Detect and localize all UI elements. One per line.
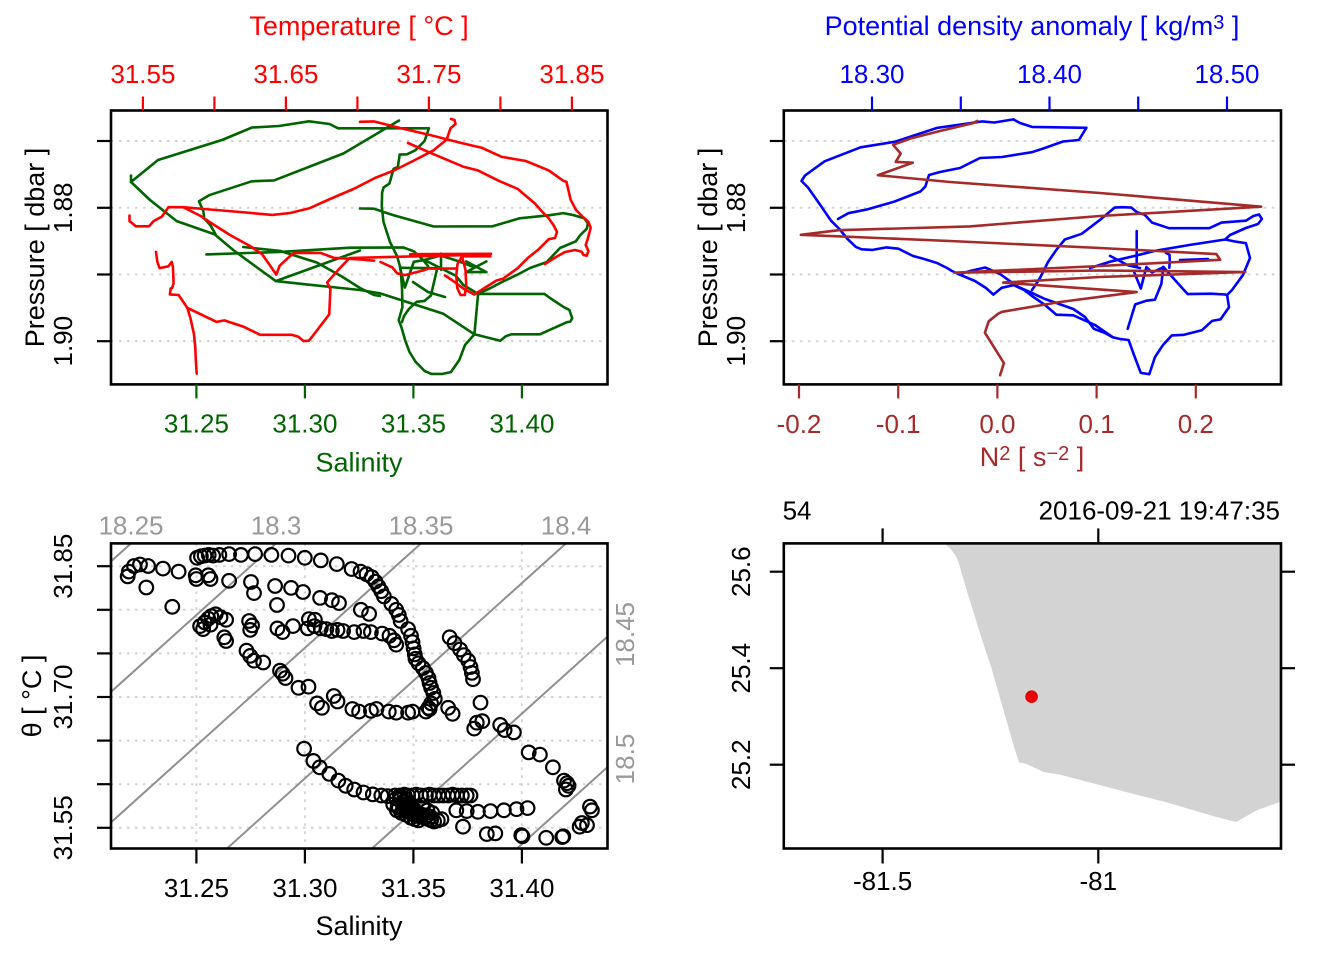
svg-text:18.50: 18.50 [1194, 59, 1259, 89]
svg-text:1.90: 1.90 [48, 316, 78, 367]
svg-text:Pressure [ dbar ]: Pressure [ dbar ] [20, 148, 50, 348]
svg-text:18.35: 18.35 [388, 511, 453, 541]
svg-text:31.40: 31.40 [489, 409, 554, 439]
svg-text:31.30: 31.30 [272, 873, 337, 903]
svg-text:N2 [ s−2 ]: N2 [ s−2 ] [980, 442, 1084, 472]
svg-text:31.65: 31.65 [253, 59, 318, 89]
svg-text:0.1: 0.1 [1079, 409, 1115, 439]
svg-text:18.25: 18.25 [98, 511, 163, 541]
svg-text:-81.5: -81.5 [853, 866, 912, 896]
svg-text:Temperature [ °C ]: Temperature [ °C ] [249, 11, 468, 41]
svg-text:-0.2: -0.2 [777, 409, 822, 439]
svg-text:25.2: 25.2 [726, 739, 756, 790]
svg-text:18.5: 18.5 [610, 734, 640, 785]
svg-text:1.88: 1.88 [48, 182, 78, 233]
svg-text:-0.1: -0.1 [876, 409, 921, 439]
svg-text:31.85: 31.85 [48, 534, 78, 599]
svg-text:31.35: 31.35 [381, 873, 446, 903]
svg-text:18.4: 18.4 [541, 511, 592, 541]
svg-text:31.55: 31.55 [48, 795, 78, 860]
svg-text:Salinity: Salinity [315, 448, 403, 478]
svg-text:θ [ °C ]: θ [ °C ] [17, 655, 47, 738]
svg-text:31.25: 31.25 [164, 409, 229, 439]
svg-text:31.40: 31.40 [489, 873, 554, 903]
svg-text:31.25: 31.25 [164, 873, 229, 903]
svg-text:25.4: 25.4 [726, 643, 756, 694]
svg-text:18.40: 18.40 [1017, 59, 1082, 89]
svg-text:0.0: 0.0 [979, 409, 1015, 439]
svg-text:Salinity: Salinity [315, 911, 403, 941]
svg-text:Potential density anomaly [ kg: Potential density anomaly [ kg/m3 ] [825, 11, 1240, 41]
svg-text:0.2: 0.2 [1178, 409, 1214, 439]
svg-text:31.55: 31.55 [110, 59, 175, 89]
svg-text:31.70: 31.70 [48, 664, 78, 729]
svg-text:2016-09-21 19:47:35: 2016-09-21 19:47:35 [1039, 496, 1280, 526]
svg-text:18.3: 18.3 [251, 511, 302, 541]
svg-text:1.90: 1.90 [721, 316, 751, 367]
svg-text:25.6: 25.6 [726, 546, 756, 597]
svg-text:-81: -81 [1080, 866, 1118, 896]
svg-text:18.30: 18.30 [839, 59, 904, 89]
svg-text:31.35: 31.35 [381, 409, 446, 439]
svg-text:31.75: 31.75 [396, 59, 461, 89]
svg-text:1.88: 1.88 [721, 182, 751, 233]
svg-text:31.85: 31.85 [539, 59, 604, 89]
svg-text:31.30: 31.30 [272, 409, 337, 439]
svg-text:18.45: 18.45 [610, 602, 640, 667]
svg-text:Pressure [ dbar ]: Pressure [ dbar ] [693, 148, 723, 348]
svg-text:54: 54 [783, 496, 812, 526]
